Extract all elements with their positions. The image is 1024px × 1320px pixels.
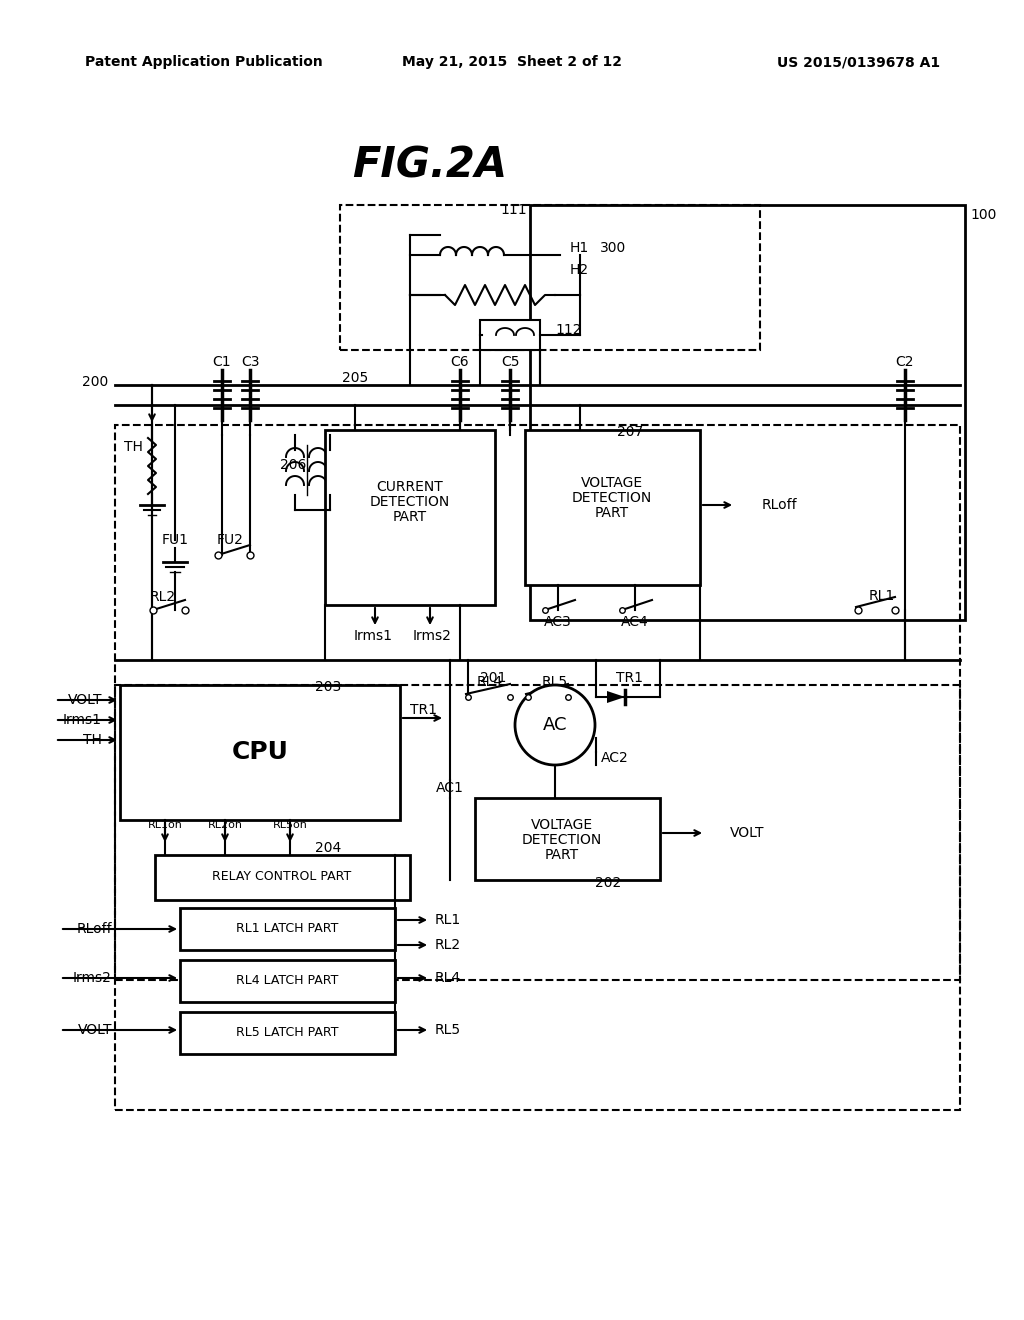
Text: Irms1: Irms1: [353, 630, 392, 643]
Text: FU2: FU2: [216, 533, 244, 546]
Text: FIG.2A: FIG.2A: [352, 144, 508, 186]
Text: RL5: RL5: [435, 1023, 461, 1038]
Text: Irms1: Irms1: [63, 713, 102, 727]
Text: DETECTION: DETECTION: [522, 833, 602, 847]
Bar: [475, 799, 660, 880]
Text: AC3: AC3: [544, 615, 571, 630]
Text: AC2: AC2: [601, 751, 629, 766]
Polygon shape: [607, 690, 625, 704]
Text: RL4 LATCH PART: RL4 LATCH PART: [236, 974, 338, 987]
Text: 201: 201: [480, 671, 507, 685]
Text: CPU: CPU: [231, 741, 289, 764]
Text: 112: 112: [555, 323, 582, 337]
Bar: [480, 319, 540, 350]
Bar: [115, 685, 961, 1110]
Text: AC4: AC4: [622, 615, 649, 630]
Text: VOLT: VOLT: [68, 693, 102, 708]
Bar: [180, 908, 395, 950]
Text: AC: AC: [543, 715, 567, 734]
Text: RELAY CONTROL PART: RELAY CONTROL PART: [212, 870, 351, 883]
Bar: [530, 205, 965, 620]
Text: 300: 300: [600, 242, 627, 255]
Text: VOLT: VOLT: [730, 826, 765, 840]
Bar: [525, 430, 700, 585]
Text: VOLT: VOLT: [78, 1023, 112, 1038]
Text: Patent Application Publication: Patent Application Publication: [85, 55, 323, 69]
Text: TH: TH: [83, 733, 102, 747]
Text: 202: 202: [595, 876, 622, 890]
Text: DETECTION: DETECTION: [370, 495, 451, 510]
Text: TR1: TR1: [616, 671, 643, 685]
Text: Irms2: Irms2: [413, 630, 452, 643]
Text: C2: C2: [896, 355, 914, 370]
Text: TH: TH: [124, 440, 143, 454]
Text: 203: 203: [315, 680, 341, 694]
Circle shape: [515, 685, 595, 766]
Bar: [115, 425, 961, 979]
Text: TR1: TR1: [410, 704, 436, 717]
Text: RL2: RL2: [150, 590, 176, 605]
Bar: [180, 1012, 395, 1053]
Text: VOLTAGE: VOLTAGE: [530, 818, 593, 832]
Text: 205: 205: [342, 371, 368, 385]
Text: FU1: FU1: [162, 533, 188, 546]
Text: RL5on: RL5on: [272, 820, 307, 830]
Text: 111: 111: [500, 203, 526, 216]
Text: RL5: RL5: [542, 675, 568, 689]
Text: RLoff: RLoff: [762, 498, 798, 512]
Text: 204: 204: [315, 841, 341, 855]
Text: VOLTAGE: VOLTAGE: [581, 477, 643, 490]
Text: RL4: RL4: [477, 675, 503, 689]
Text: PART: PART: [545, 847, 579, 862]
Text: RL1: RL1: [869, 589, 895, 603]
Text: RL2on: RL2on: [208, 820, 243, 830]
Text: RL2: RL2: [435, 939, 461, 952]
Text: Irms2: Irms2: [73, 972, 112, 985]
Text: 100: 100: [970, 209, 996, 222]
Text: 200: 200: [82, 375, 108, 389]
Bar: [180, 960, 395, 1002]
Bar: [340, 205, 760, 350]
Text: 207: 207: [617, 425, 643, 440]
Text: H2: H2: [570, 263, 589, 277]
Text: May 21, 2015  Sheet 2 of 12: May 21, 2015 Sheet 2 of 12: [402, 55, 622, 69]
Text: RLoff: RLoff: [77, 921, 112, 936]
Text: C3: C3: [241, 355, 259, 370]
Bar: [155, 855, 410, 900]
Text: PART: PART: [595, 506, 629, 520]
Text: 206: 206: [280, 458, 306, 473]
Text: C6: C6: [451, 355, 469, 370]
Text: CURRENT: CURRENT: [377, 480, 443, 494]
Text: AC1: AC1: [436, 781, 464, 795]
Text: RL4: RL4: [435, 972, 461, 985]
Text: DETECTION: DETECTION: [571, 491, 652, 506]
Text: C5: C5: [501, 355, 519, 370]
Text: RL1on: RL1on: [147, 820, 182, 830]
Bar: [325, 430, 495, 605]
Text: H1: H1: [570, 242, 589, 255]
Text: RL5 LATCH PART: RL5 LATCH PART: [236, 1027, 338, 1040]
Text: RL1: RL1: [435, 913, 461, 927]
Text: PART: PART: [393, 510, 427, 524]
Text: RL1 LATCH PART: RL1 LATCH PART: [236, 923, 338, 936]
Text: C1: C1: [213, 355, 231, 370]
Bar: [120, 685, 400, 820]
Text: US 2015/0139678 A1: US 2015/0139678 A1: [777, 55, 940, 69]
